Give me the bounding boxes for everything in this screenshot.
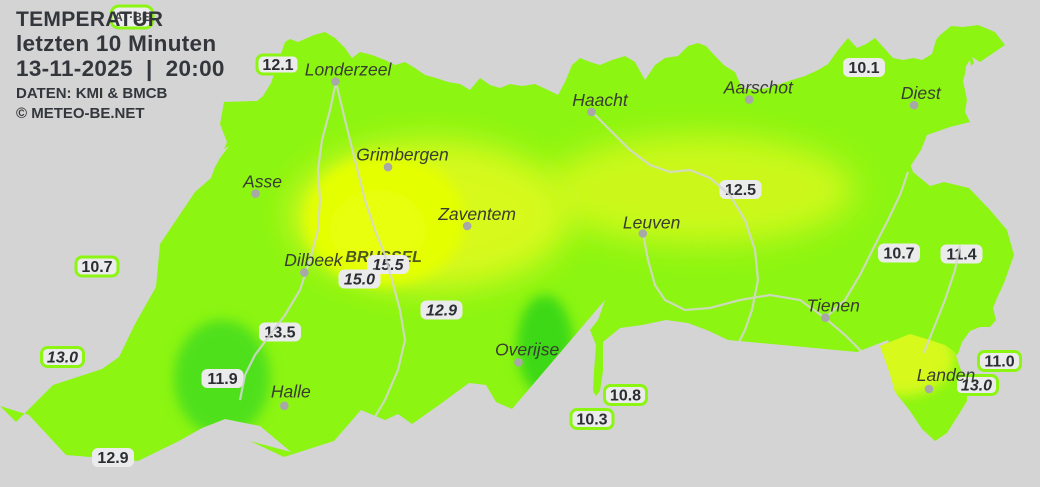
svg-text:10.7: 10.7 [883,246,914,263]
svg-text:11.9: 11.9 [207,371,237,388]
svg-text:10.8: 10.8 [610,388,641,405]
svg-text:15.0: 15.0 [344,272,375,289]
svg-text:12.1: 12.1 [262,57,293,74]
svg-text:letzten 10 Minuten: letzten 10 Minuten [16,31,216,56]
svg-text:10.7: 10.7 [81,259,112,276]
svg-text:Haacht: Haacht [572,90,629,110]
svg-text:Leuven: Leuven [623,212,680,232]
svg-text:TEMPERATUR: TEMPERATUR [16,8,163,31]
svg-text:Londerzeel: Londerzeel [305,60,393,80]
svg-text:Tienen: Tienen [807,296,860,316]
svg-text:Diest: Diest [901,83,942,103]
svg-text:13.0: 13.0 [47,350,78,367]
svg-text:Zaventem: Zaventem [437,204,516,224]
svg-text:Overijse: Overijse [495,339,559,359]
svg-text:11.0: 11.0 [984,354,1014,371]
svg-text:13-11-2025 | 20:00: 13-11-2025 | 20:00 [16,56,225,81]
svg-text:Halle: Halle [271,381,311,401]
svg-text:10.1: 10.1 [848,60,879,77]
svg-text:10.3: 10.3 [576,412,607,429]
svg-text:13.5: 13.5 [264,325,295,342]
svg-text:DATEN: KMI & BMCB: DATEN: KMI & BMCB [16,85,168,102]
svg-text:12.9: 12.9 [97,450,128,467]
svg-text:Grimbergen: Grimbergen [356,144,448,164]
svg-text:Landen: Landen [917,365,975,385]
svg-text:Aarschot: Aarschot [723,78,794,98]
svg-text:© METEO-BE.NET: © METEO-BE.NET [16,105,145,122]
svg-text:Asse: Asse [242,172,282,192]
svg-text:12.9: 12.9 [426,303,457,320]
svg-text:11.4: 11.4 [946,247,976,264]
svg-text:Dilbeek: Dilbeek [284,250,344,270]
